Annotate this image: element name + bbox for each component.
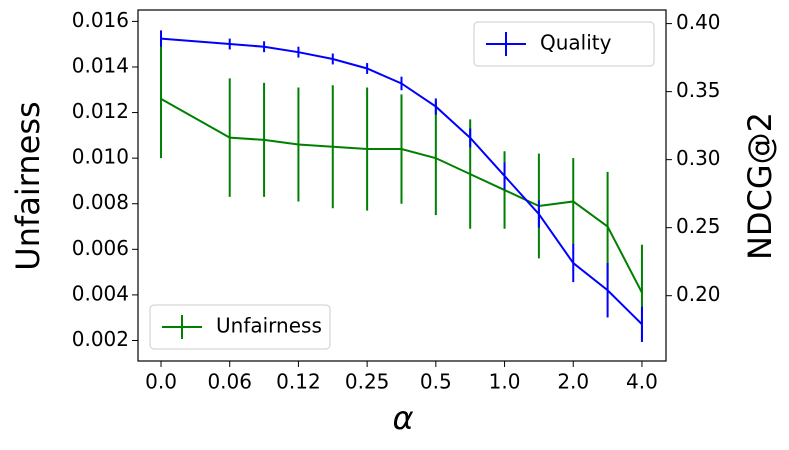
y-tick-label: 0.012: [72, 99, 129, 123]
x-tick-label: 0.06: [207, 370, 252, 394]
plot-frame: [137, 9, 667, 362]
y-tick-label: 0.006: [72, 236, 129, 260]
y2-tick-label: 0.25: [676, 214, 721, 238]
series-line: [160, 37, 643, 325]
x-tick-label: 0.5: [420, 370, 452, 394]
y2-tick-label: 0.20: [676, 282, 721, 306]
y2-tick-label: 0.40: [676, 10, 721, 34]
x-tick-label: 1.0: [489, 370, 521, 394]
legend-label: Unfairness: [216, 314, 322, 338]
x-tick-label: 0.0: [145, 370, 177, 394]
y-tick-label: 0.004: [72, 281, 129, 305]
y-tick-label: 0.002: [72, 327, 129, 351]
x-tick-label: 0.12: [276, 370, 321, 394]
x-axis-label: α: [392, 399, 413, 437]
y-axis-label: Unfairness: [9, 101, 47, 270]
y-tick-label: 0.014: [72, 53, 129, 77]
series-line: [160, 98, 643, 294]
y2-tick-label: 0.30: [676, 146, 721, 170]
x-tick-label: 2.0: [557, 370, 589, 394]
legend-box: [473, 21, 655, 67]
x-tick-label: 4.0: [626, 370, 658, 394]
y-tick-label: 0.010: [72, 145, 129, 169]
x-tick-label: 0.25: [345, 370, 390, 394]
legend-label: Quality: [540, 31, 612, 55]
y-tick-label: 0.016: [72, 8, 129, 32]
y2-axis-label: NDCG@2: [741, 112, 779, 260]
y2-tick-label: 0.35: [676, 78, 721, 102]
legend-box: [149, 304, 331, 350]
y-tick-label: 0.008: [72, 190, 129, 214]
